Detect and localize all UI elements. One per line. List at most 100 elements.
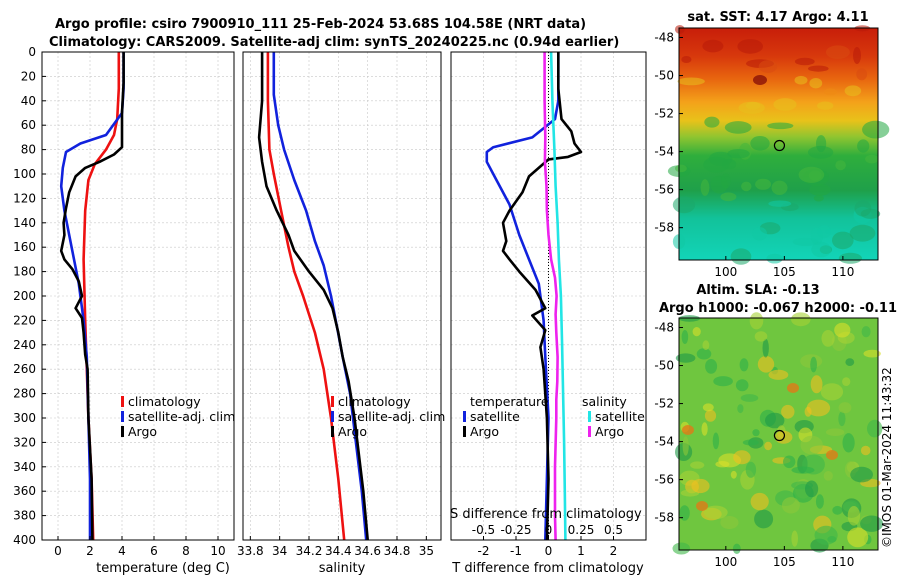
sla-texture-patch (735, 379, 749, 392)
sla-texture-patch (750, 492, 769, 511)
lon-tick-label: 100 (714, 265, 737, 279)
lon-tick-label: 105 (773, 555, 796, 569)
x-tick-label: -2 (478, 544, 490, 558)
legend-label-t-argo: Argo (470, 424, 499, 439)
sla-texture-patch (791, 312, 811, 327)
sla-texture-patch (713, 376, 733, 387)
legend-swatch-argo (121, 426, 124, 437)
sla-texture-patch (745, 461, 757, 478)
y-tick-label: 20 (21, 69, 36, 83)
sla-texture-patch (702, 340, 710, 351)
sst-texture-patch (675, 164, 687, 173)
lat-tick-label: -50 (654, 69, 674, 83)
sla-texture-patch (838, 411, 846, 427)
legend-label-climatology: climatology (338, 394, 411, 409)
sst-texture-patch (727, 149, 750, 159)
y-tick-label: 160 (13, 240, 36, 254)
x-tick-label: 34.8 (384, 544, 411, 558)
x-tick-label: 10 (210, 544, 225, 558)
legend-swatch-s-argo (588, 426, 591, 437)
sst-texture-patch (794, 75, 808, 85)
x-tick-label: 1 (577, 544, 585, 558)
sla-field-texture (672, 312, 884, 555)
x-tick-label: 2 (610, 544, 618, 558)
sla-texture-patch (702, 403, 714, 412)
sst-texture-patch (813, 194, 824, 202)
sla-longitude-tick-labels: 100 105 110 (714, 546, 854, 569)
sst-texture-patch (755, 178, 772, 190)
sla-texture-patch (826, 428, 845, 437)
sla-latitude-tick-labels: -48 -50 -52 -54 -56 -58 (654, 321, 683, 525)
salinity-tick-labels: 33.8 34 34.2 34.4 34.6 34.8 35 (237, 536, 434, 558)
lat-tick-label: -52 (654, 397, 674, 411)
temperature-panel: 0204060801001201401601802002202402602803… (13, 45, 235, 576)
sla-texture-patch (814, 525, 838, 545)
series-line-argo (59, 52, 125, 540)
temperature-grid (42, 51, 234, 541)
sst-texture-patch (766, 253, 783, 264)
sst-texture-patch (677, 77, 705, 86)
sla-texture-patch (781, 404, 795, 419)
x-tick-label: 34.2 (296, 544, 323, 558)
series-line-t-satellite (485, 52, 560, 540)
sla-texture-patch (696, 501, 708, 511)
sla-texture-patch (764, 441, 772, 451)
sla-texture-patch (861, 326, 871, 338)
legend-swatch-climatology (331, 396, 334, 407)
sla-map-panel: Altim. SLA: -0.13 Argo h1000: -0.067 h20… (654, 283, 897, 569)
t-difference-tick-labels: -2 -1 0 1 2 (478, 536, 618, 558)
sla-texture-patch (823, 471, 833, 481)
y-tick-label: 240 (13, 338, 36, 352)
legend-label-s-argo: Argo (595, 424, 624, 439)
x-tick-label: -1 (510, 544, 522, 558)
y-tick-label: 40 (21, 94, 36, 108)
sst-texture-patch (808, 65, 829, 72)
sla-texture-patch (791, 466, 815, 474)
sla-texture-patch (838, 402, 852, 414)
x-tick-label: 34 (272, 544, 287, 558)
series-line-argo (257, 52, 370, 540)
sst-texture-patch (752, 227, 768, 241)
y-tick-label: 80 (21, 143, 36, 157)
sst-texture-patch (703, 156, 730, 173)
y-tick-label: 260 (13, 362, 36, 376)
sla-texture-patch (810, 375, 823, 394)
sst-texture-patch (753, 75, 767, 85)
salinity-frame (242, 51, 442, 541)
sst-texture-patch (758, 60, 778, 73)
lon-tick-label: 100 (714, 555, 737, 569)
sst-texture-patch (710, 175, 728, 194)
sst-texture-patch (809, 78, 823, 89)
lon-tick-label: 110 (831, 555, 854, 569)
sst-texture-patch (853, 47, 861, 64)
s-tick-label: -0.25 (500, 523, 531, 537)
x-tick-label: 34.6 (354, 544, 381, 558)
lat-tick-label: -54 (654, 145, 674, 159)
sst-texture-patch (857, 139, 870, 153)
lat-tick-label: -56 (654, 183, 674, 197)
legend-header-salinity: salinity (582, 394, 627, 409)
sst-texture-patch (865, 154, 879, 164)
sst-texture-patch (737, 39, 763, 54)
y-tick-label: 200 (13, 289, 36, 303)
salinity-legend: climatology satellite-adj. clim Argo (331, 394, 445, 439)
legend-swatch-satellite (331, 411, 334, 422)
y-tick-label: 340 (13, 460, 36, 474)
sst-texture-patch (825, 45, 850, 59)
sst-texture-patch (730, 248, 752, 265)
lat-tick-label: -48 (654, 321, 674, 335)
lat-tick-label: -58 (654, 221, 674, 235)
x-tick-label: 2 (86, 544, 94, 558)
sla-texture-patch (749, 312, 764, 330)
y-tick-label: 380 (13, 509, 36, 523)
sla-texture-patch (703, 505, 728, 520)
sst-texture-patch (832, 231, 854, 250)
difference-legend: temperature satellite Argo salinity sate… (463, 394, 645, 439)
sla-texture-patch (730, 470, 737, 479)
lat-tick-label: -48 (654, 31, 674, 45)
sst-map-panel: sat. SST: 4.17 Argo: 4.11 -48 -50 -52 -54 -5… (654, 10, 890, 279)
sla-texture-patch (672, 542, 691, 555)
temperature-legend: climatology satellite-adj. clim Argo (121, 394, 235, 439)
sla-texture-patch (740, 394, 759, 402)
sst-texture-patch (794, 57, 815, 66)
